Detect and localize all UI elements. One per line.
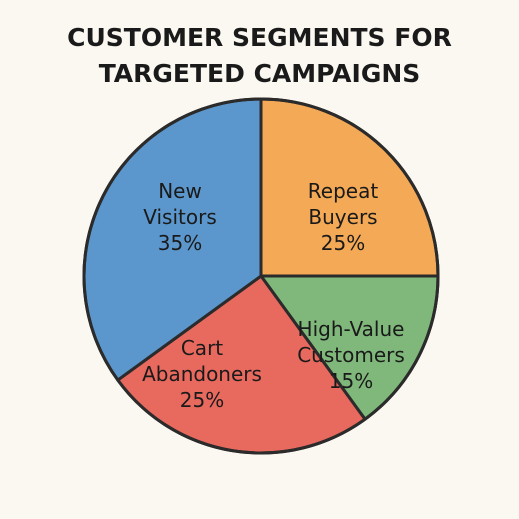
- slice-label-line: Buyers: [308, 205, 377, 229]
- chart-title-line-2: TARGETED CAMPAIGNS: [98, 59, 421, 88]
- slice-value-label: 25%: [321, 231, 365, 255]
- slice-value-label: 15%: [329, 369, 373, 393]
- pie-outline: [82, 97, 440, 455]
- slice-label-line: High-Value: [298, 317, 405, 341]
- slice-label-3: New Visitors 35%: [143, 179, 217, 255]
- slice-label-2: Cart Abandoners 25%: [142, 336, 262, 412]
- slice-label-0: Repeat Buyers 25%: [308, 179, 379, 255]
- slice-label-1: High-Value Customers 15%: [297, 317, 405, 393]
- slice-label-line: New: [158, 179, 202, 203]
- slice-value-label: 35%: [158, 231, 202, 255]
- slice-label-line: Abandoners: [142, 362, 262, 386]
- chart-title: CUSTOMER SEGMENTS FOR TARGETED CAMPAIGNS: [0, 20, 519, 92]
- slice-label-line: Repeat: [308, 179, 379, 203]
- slice-value-label: 25%: [180, 388, 224, 412]
- slice-label-line: Customers: [297, 343, 405, 367]
- chart-title-line-1: CUSTOMER SEGMENTS FOR: [67, 23, 452, 52]
- slice-label-line: Cart: [181, 336, 223, 360]
- slice-label-line: Visitors: [143, 205, 217, 229]
